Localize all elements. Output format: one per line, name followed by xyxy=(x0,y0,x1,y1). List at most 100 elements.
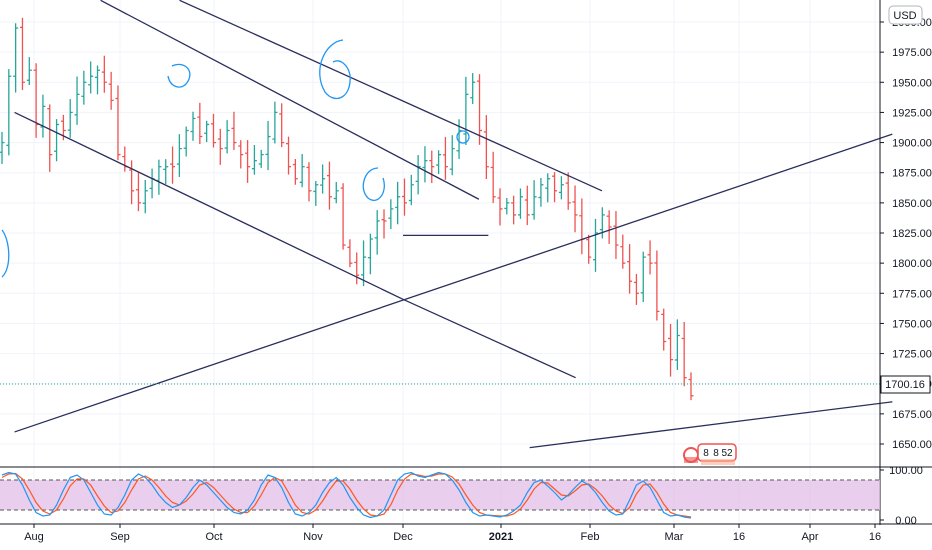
ohlc-bar xyxy=(142,180,148,214)
ohlc-bar xyxy=(340,183,346,250)
trendline[interactable] xyxy=(529,401,893,449)
time-axis-label: Dec xyxy=(393,531,413,543)
annotation-circle[interactable] xyxy=(319,39,351,100)
annotation-arc[interactable] xyxy=(1,229,10,278)
price-axis-label: 1675.00 xyxy=(892,409,932,421)
ohlc-bar xyxy=(463,76,469,146)
ohlc-bar xyxy=(483,115,489,179)
ohlc-bar xyxy=(251,145,257,175)
trendlines xyxy=(14,0,893,449)
ohlc-bar xyxy=(654,250,660,321)
currency-badge-label: USD xyxy=(893,10,916,22)
ohlc-bar xyxy=(552,172,558,203)
ohlc-bar xyxy=(81,70,87,105)
grid xyxy=(0,0,880,524)
ohlc-bar xyxy=(190,111,196,141)
ohlc-bar xyxy=(511,195,517,225)
ohlc-bar xyxy=(381,209,387,239)
ohlc-bar xyxy=(470,73,476,104)
annotation-circle[interactable] xyxy=(456,130,470,144)
annotation-circle[interactable] xyxy=(167,63,191,88)
ohlc-bar xyxy=(401,178,407,216)
ohlc-bar xyxy=(545,173,551,203)
ohlc-bar xyxy=(224,120,230,154)
events-badge[interactable]: 8 8 52 xyxy=(683,443,737,465)
ohlc-bar xyxy=(490,151,496,204)
stochastic-k-line xyxy=(1,471,692,519)
price-axis-label: 1750.00 xyxy=(892,318,932,330)
events-badge-count-2: 8 xyxy=(713,448,719,459)
price-axis-label: 1650.00 xyxy=(892,439,932,451)
events-badge-count-1: 8 xyxy=(703,448,709,459)
trendline[interactable] xyxy=(14,133,893,433)
ohlc-bar xyxy=(197,102,203,145)
ohlc-bar xyxy=(408,174,414,206)
ohlc-bar xyxy=(688,372,694,401)
ohlc-bar xyxy=(449,135,455,176)
ohlc-bar xyxy=(374,210,380,255)
ohlc-bar xyxy=(272,101,278,144)
ohlc-bar xyxy=(422,146,428,183)
time-axis-label: 16 xyxy=(869,531,881,543)
ohlc-bar xyxy=(135,172,141,212)
time-axis-label: 2021 xyxy=(489,531,513,543)
price-axis-label: 1725.00 xyxy=(892,349,932,361)
ohlc-bar xyxy=(524,185,530,226)
time-axis-label: Feb xyxy=(581,531,600,543)
currency-badge[interactable]: USD xyxy=(888,5,923,25)
annotation-circle[interactable] xyxy=(362,167,385,201)
ohlc-bar xyxy=(674,319,680,370)
ohlc-bar xyxy=(115,85,121,161)
price-axis-label: 1775.00 xyxy=(892,288,932,300)
stochastic-band xyxy=(0,480,880,510)
ohlc-bar xyxy=(681,322,687,387)
indicator-axis: 100.00 0.00 xyxy=(880,465,923,527)
ohlc-bar xyxy=(442,136,448,180)
trendline[interactable] xyxy=(100,0,480,200)
ohlc-bar xyxy=(436,150,442,175)
events-badge-count-3: 52 xyxy=(721,448,733,459)
ohlc-bar xyxy=(313,181,319,206)
ohlc-bar xyxy=(279,103,285,148)
price-axis-label: 1975.00 xyxy=(892,47,932,59)
ohlc-bar xyxy=(586,234,592,264)
ohlc-bar xyxy=(320,164,326,194)
ohlc-bar xyxy=(627,244,633,294)
ohlc-bar xyxy=(258,149,264,168)
stochastic-pane xyxy=(0,471,880,519)
trendline[interactable] xyxy=(402,298,576,379)
price-axis-label: 1900.00 xyxy=(892,138,932,150)
price-axis-label: 1950.00 xyxy=(892,77,932,89)
annotations xyxy=(1,39,470,278)
time-axis-label: Mar xyxy=(665,531,684,543)
ohlc-bar xyxy=(13,23,19,93)
ohlc-bar xyxy=(176,134,182,177)
trendline[interactable] xyxy=(14,111,404,300)
ohlc-bar xyxy=(19,17,25,91)
ohlc-bar xyxy=(292,158,298,185)
time-axis-label: Aug xyxy=(24,531,44,543)
ohlc-bar xyxy=(661,308,667,351)
ohlc-bar xyxy=(517,188,523,219)
ohlc-bar xyxy=(129,160,135,205)
ohlc-bar xyxy=(592,218,598,272)
ohlc-bar xyxy=(429,150,435,184)
ohlc-bar xyxy=(54,119,60,162)
ohlc-bar xyxy=(531,180,537,220)
trendline[interactable] xyxy=(179,0,603,192)
ohlc-bar xyxy=(95,65,101,95)
ohlc-bar xyxy=(326,161,332,210)
ohlc-bar xyxy=(538,177,544,207)
time-axis: Aug Sep Oct Nov Dec 2021 Feb Mar 16 Apr 16 xyxy=(24,524,881,543)
ohlc-bar xyxy=(415,155,421,195)
ohlc-bar xyxy=(101,55,107,93)
candle-series xyxy=(0,17,694,401)
ohlc-bar xyxy=(640,251,646,303)
ohlc-bar xyxy=(6,69,12,156)
time-axis-label: 16 xyxy=(733,531,745,543)
price-axis-label: 1850.00 xyxy=(892,198,932,210)
ohlc-bar xyxy=(74,76,80,125)
ohlc-bar xyxy=(238,140,244,169)
price-axis-label: 1925.00 xyxy=(892,107,932,119)
